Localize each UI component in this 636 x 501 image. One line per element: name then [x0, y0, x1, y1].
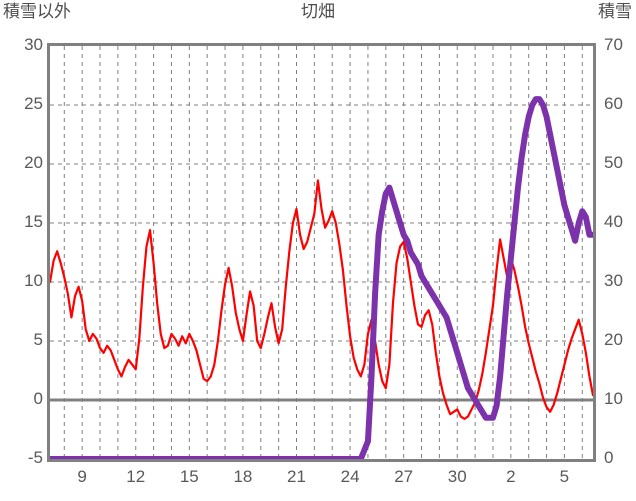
x-tick: 9: [77, 467, 87, 486]
y-tick-left: 10: [24, 271, 43, 290]
x-tick: 12: [126, 467, 146, 486]
plot-area: [47, 43, 596, 462]
y-axis-left-ticks: 30 25 20 15 10 5 0 -5: [0, 0, 43, 501]
y-tick-left: 15: [24, 212, 43, 231]
y-tick-right: 50: [604, 153, 623, 172]
y-tick-right: 10: [604, 389, 623, 408]
x-tick: 2: [506, 467, 516, 486]
y-tick-left: -5: [27, 448, 43, 467]
right-axis-title: 積雪: [598, 2, 632, 21]
y-tick-right: 40: [604, 212, 623, 231]
x-tick: 5: [559, 467, 570, 486]
y-tick-right: 30: [604, 271, 623, 290]
y-tick-right: 70: [604, 35, 623, 54]
x-tick: 30: [447, 467, 467, 486]
y-tick-left: 5: [33, 330, 43, 349]
x-tick: 15: [179, 467, 199, 486]
left-axis-title: 積雪以外: [3, 2, 71, 21]
y-tick-right: 0: [604, 448, 614, 467]
y-axis-right-ticks: 70 60 50 40 30 20 10 0: [600, 0, 636, 501]
y-tick-left: 30: [24, 35, 43, 54]
x-tick: 27: [394, 467, 414, 486]
x-tick: 21: [287, 467, 306, 486]
y-tick-left: 20: [24, 153, 43, 172]
x-tick: 24: [340, 467, 360, 486]
gridlines: [50, 46, 593, 459]
y-tick-left: 0: [33, 389, 43, 408]
x-tick: 18: [233, 467, 253, 486]
y-tick-right: 20: [604, 330, 623, 349]
data-series: [50, 96, 593, 459]
y-tick-left: 25: [24, 94, 43, 113]
chart-title: 切畑: [301, 2, 335, 21]
y-tick-right: 60: [604, 94, 623, 113]
